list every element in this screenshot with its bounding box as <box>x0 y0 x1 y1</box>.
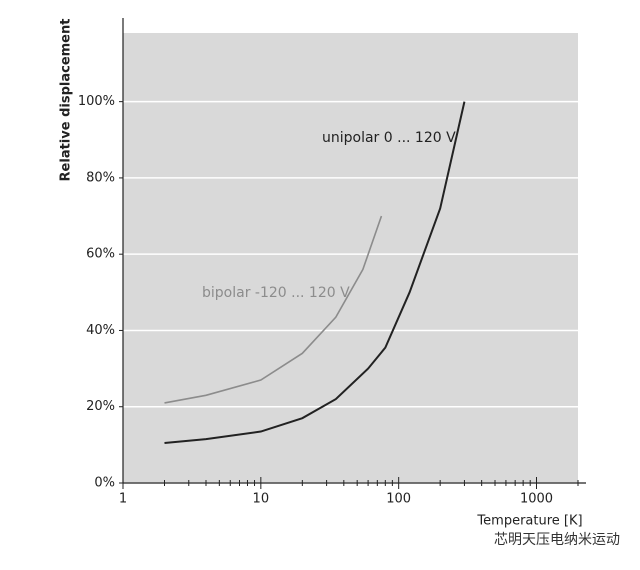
y-axis-label: Relative displacement <box>59 19 74 182</box>
series-line <box>164 101 466 444</box>
plot-background <box>123 33 578 483</box>
x-tick-label: 100 <box>386 492 411 507</box>
series-line <box>164 215 383 404</box>
watermark: 芯明天压电纳米运动 <box>494 532 620 548</box>
y-tick-label: 80% <box>86 170 115 185</box>
y-tick-label: 20% <box>86 399 115 414</box>
x-tick-label: 1000 <box>520 492 553 507</box>
y-tick-label: 40% <box>86 323 115 338</box>
x-axis-label: Temperature [K] <box>476 514 582 529</box>
series-label: bipolar -120 ... 120 V <box>202 285 350 301</box>
series-label: unipolar 0 ... 120 V <box>322 130 456 146</box>
y-tick-label: 60% <box>86 247 115 262</box>
y-tick-label: 0% <box>94 476 115 491</box>
x-tick-label: 10 <box>253 492 270 507</box>
x-tick-label: 1 <box>119 492 127 507</box>
y-tick-label: 100% <box>78 94 115 109</box>
